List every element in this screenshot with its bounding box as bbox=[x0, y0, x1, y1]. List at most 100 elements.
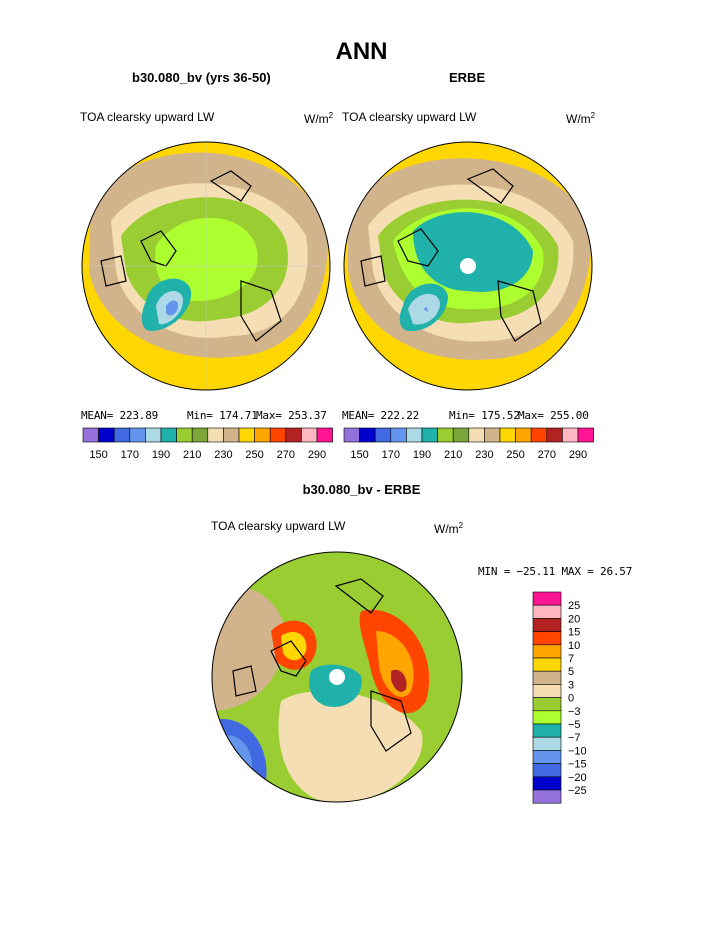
panel-2-pole-gap bbox=[460, 258, 476, 274]
panel-1-colorbar-box-9 bbox=[223, 427, 240, 443]
panel-1-colorbar-tick-0: 150 bbox=[89, 449, 107, 461]
panel-3-colorbar-tick-10: −7 bbox=[568, 732, 581, 744]
panel-1-colorbar-box-4 bbox=[145, 427, 162, 443]
panel-2-colorbar-box-3 bbox=[390, 427, 407, 443]
panel-3-colorbar-tick-6: 3 bbox=[568, 679, 574, 691]
panel-3-colorbar-tick-5: 5 bbox=[568, 666, 574, 678]
panel-3-colorbar-box-14 bbox=[532, 776, 562, 791]
panel-3-colorbar-tick-9: −5 bbox=[568, 719, 581, 731]
panel-1-units: W/m2 bbox=[304, 111, 334, 126]
panel-3-band-20 bbox=[391, 669, 407, 692]
panel-3-title: b30.080_bv - ERBE bbox=[302, 482, 421, 497]
panel-2-units: W/m2 bbox=[566, 111, 596, 126]
panel-1-min: Min= 174.71 bbox=[187, 409, 258, 422]
panel-1-colorbar-box-11 bbox=[254, 427, 271, 443]
panel-3-colorbar-box-13 bbox=[532, 763, 562, 778]
panel-1-colorbar-box-12 bbox=[269, 427, 287, 443]
panel-3-colorbar-box-5 bbox=[532, 657, 562, 672]
panel-2-map bbox=[343, 141, 593, 391]
panel-2-colorbar-box-10 bbox=[499, 427, 516, 443]
page-title: ANN bbox=[335, 38, 388, 65]
panel-3-band-plus3-west bbox=[212, 585, 286, 711]
panel-1-colorbar-tick-1: 170 bbox=[121, 449, 139, 461]
panel-1-colorbar-box-0 bbox=[82, 427, 99, 443]
panel-3-band-minus7 bbox=[309, 664, 362, 707]
panel-3-colorbar-tick-8: −3 bbox=[568, 706, 581, 718]
panel-3-variable: TOA clearsky upward LW bbox=[211, 519, 346, 533]
panel-1-meridians bbox=[82, 142, 330, 390]
panel-3-colorbar-tick-2: 15 bbox=[568, 627, 580, 639]
panel-3-colorbar-tick-13: −20 bbox=[568, 772, 587, 784]
panel-3-colorbar-tick-12: −15 bbox=[568, 759, 587, 771]
panel-1-band-175 bbox=[166, 300, 179, 316]
panel-1-map-border bbox=[81, 141, 331, 391]
panel-2-min: Min= 175.52 bbox=[449, 409, 520, 422]
panel-1-map bbox=[81, 141, 331, 391]
panel-1-colorbar-box-2 bbox=[113, 427, 131, 443]
panel-2-colorbar-box-8 bbox=[468, 427, 485, 443]
panel-3-colorbar-box-7 bbox=[532, 684, 562, 698]
panel-1-colorbar-box-14 bbox=[301, 427, 318, 443]
panel-1-coastlines bbox=[100, 170, 282, 342]
panel-1-colorbar-tick-4: 230 bbox=[214, 449, 232, 461]
panel-2-colorbar-box-2 bbox=[374, 427, 392, 443]
panel-1-mean: MEAN= 223.89 bbox=[81, 409, 159, 422]
panel-1-colorbar-tick-6: 270 bbox=[277, 449, 295, 461]
panel-3-minmax: MIN = −25.11 MAX = 26.57 bbox=[478, 565, 633, 578]
panel-3-colorbar-box-2 bbox=[532, 618, 562, 632]
panel-2-colorbar-tick-3: 210 bbox=[444, 449, 462, 461]
panel-3-colorbar-box-12 bbox=[532, 750, 562, 764]
panel-3-colorbar-box-8 bbox=[532, 697, 562, 712]
panel-3-colorbar-tick-3: 10 bbox=[568, 640, 580, 652]
panel-2-max: Max= 255.00 bbox=[518, 409, 589, 422]
panel-2-colorbar-box-13 bbox=[546, 427, 563, 443]
panel-1-colorbar-box-8 bbox=[207, 427, 224, 443]
panel-3-map-border bbox=[211, 551, 463, 803]
panel-1-colorbar-box-15 bbox=[316, 427, 333, 443]
panel-1-colorbar-box-13 bbox=[285, 427, 302, 443]
panel-3-band-0 bbox=[278, 691, 423, 802]
panel-3-colorbar-box-11 bbox=[532, 736, 562, 751]
panel-2-colorbar-box-4 bbox=[406, 427, 423, 443]
panel-3-colorbar-box-3 bbox=[532, 631, 562, 646]
panel-2-band-175 bbox=[423, 307, 428, 312]
panel-2-colorbar-tick-6: 270 bbox=[538, 449, 556, 461]
panel-2-colorbar-box-6 bbox=[437, 427, 454, 443]
panel-1-colorbar-box-6 bbox=[176, 427, 193, 443]
panel-2-colorbar-tick-1: 170 bbox=[382, 449, 400, 461]
panel-3-coastlines bbox=[232, 578, 412, 752]
panel-3-colorbar-tick-4: 7 bbox=[568, 653, 574, 665]
panel-2-colorbar-box-9 bbox=[484, 427, 501, 443]
panel-2-colorbar-box-11 bbox=[515, 427, 532, 443]
panel-1-title: b30.080_bv (yrs 36-50) bbox=[132, 70, 271, 85]
panel-1-colorbar-tick-2: 190 bbox=[152, 449, 170, 461]
panel-2-colorbar-tick-4: 230 bbox=[475, 449, 493, 461]
panel-1-variable: TOA clearsky upward LW bbox=[80, 110, 215, 124]
panel-1-colorbar-box-10 bbox=[238, 427, 255, 443]
panel-3-colorbar-box-9 bbox=[532, 710, 562, 725]
panel-2-colorbar-box-1 bbox=[359, 427, 376, 443]
panel-2-coastlines bbox=[360, 168, 542, 342]
panel-1-colorbar-box-5 bbox=[160, 427, 177, 443]
panel-3-colorbar-box-1 bbox=[532, 604, 562, 619]
panel-2-colorbar-tick-2: 190 bbox=[413, 449, 431, 461]
panel-3-colorbar-box-0 bbox=[532, 591, 562, 606]
panel-2-colorbar-box-14 bbox=[562, 427, 579, 443]
panel-2-variable: TOA clearsky upward LW bbox=[342, 110, 477, 124]
panel-3-pole-gap bbox=[329, 669, 345, 685]
panel-1-colorbar-tick-3: 210 bbox=[183, 449, 201, 461]
panel-3-colorbar-tick-0: 25 bbox=[568, 600, 580, 612]
panel-2-colorbar-box-5 bbox=[421, 427, 438, 443]
panel-2-colorbar-box-15 bbox=[577, 427, 594, 443]
panel-3-colorbar-tick-14: −25 bbox=[568, 785, 587, 797]
panel-3-colorbar-box-4 bbox=[532, 644, 562, 659]
panel-3-units: W/m2 bbox=[434, 521, 464, 536]
panel-2-title: ERBE bbox=[449, 70, 486, 85]
panel-1-colorbar-box-7 bbox=[191, 427, 209, 443]
panel-1-colorbar-box-3 bbox=[129, 427, 146, 443]
panel-1-colorbar-box-1 bbox=[98, 427, 115, 443]
panel-2-colorbar-box-0 bbox=[343, 427, 360, 443]
panel-3-colorbar-tick-11: −10 bbox=[568, 745, 587, 757]
panel-2-colorbar-tick-0: 150 bbox=[350, 449, 368, 461]
panel-3-colorbar-box-10 bbox=[532, 723, 562, 738]
